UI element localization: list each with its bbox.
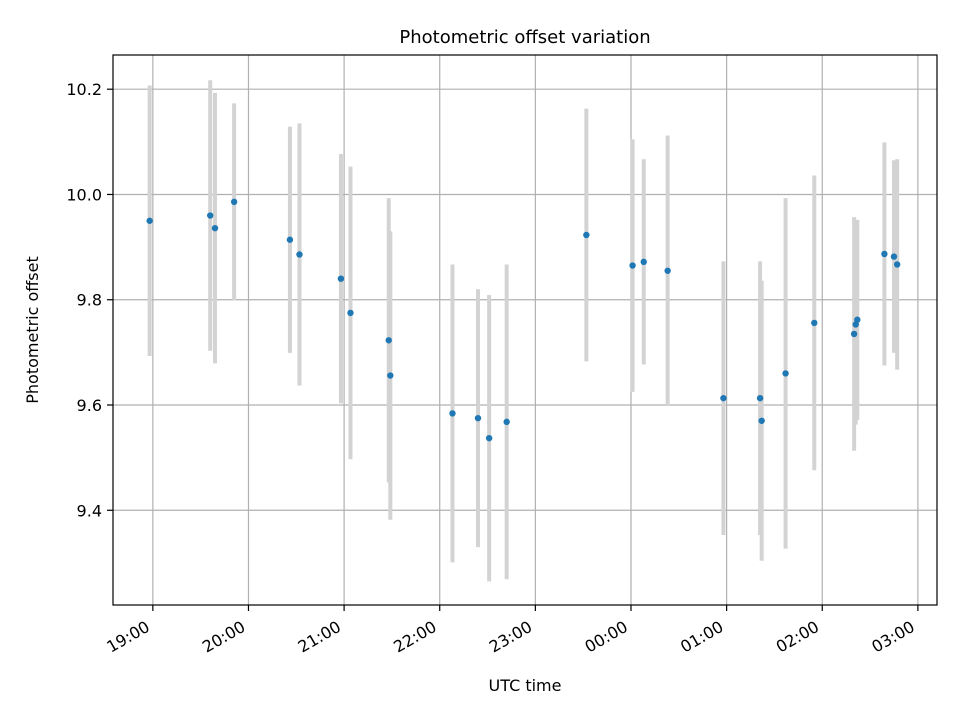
chart-title: Photometric offset variation xyxy=(399,27,650,48)
data-point xyxy=(146,217,153,224)
data-point xyxy=(503,418,510,426)
errorbar-layer xyxy=(147,80,900,582)
data-point xyxy=(474,414,482,422)
data-point xyxy=(720,394,727,402)
data-point xyxy=(230,198,238,206)
data-point xyxy=(583,231,590,239)
data-point xyxy=(756,394,764,402)
data-point xyxy=(485,434,493,442)
data-point xyxy=(782,370,789,377)
data-point xyxy=(385,337,392,344)
axis-layer: 19:00 20:00 21:00 22:00 23:00 00:00 01:00 02:00… xyxy=(66,80,919,657)
data-point xyxy=(207,212,214,219)
x-tick-label: 02:00 xyxy=(773,617,822,657)
y-axis-label: Photometric offset xyxy=(23,256,42,404)
data-point xyxy=(758,417,765,424)
x-tick-label: 21:00 xyxy=(295,617,344,657)
x-axis-label: UTC time xyxy=(489,676,562,695)
y-tick-label: 9.8 xyxy=(77,291,102,310)
y-tick-label: 9.6 xyxy=(77,396,102,415)
data-point xyxy=(629,262,636,269)
x-tick-label: 23:00 xyxy=(486,617,535,657)
data-point xyxy=(211,224,219,232)
data-point xyxy=(286,236,294,243)
data-point xyxy=(893,261,901,268)
data-point xyxy=(296,251,303,258)
x-tick-label: 01:00 xyxy=(677,617,726,657)
data-point xyxy=(347,309,354,317)
data-point xyxy=(850,330,858,338)
data-point xyxy=(664,267,671,274)
x-tick-label: 20:00 xyxy=(199,617,248,657)
x-tick-label: 00:00 xyxy=(582,617,631,657)
x-tick-label: 03:00 xyxy=(868,617,917,657)
y-tick-label: 9.4 xyxy=(77,501,102,520)
y-tick-label: 10.2 xyxy=(66,80,102,99)
data-point xyxy=(449,410,456,417)
data-point xyxy=(890,253,898,260)
data-point xyxy=(811,319,818,327)
y-tick-label: 10.0 xyxy=(66,185,102,204)
point-layer xyxy=(146,198,901,442)
x-tick-label: 22:00 xyxy=(390,617,439,657)
x-tick-label: 19:00 xyxy=(103,617,152,657)
data-point xyxy=(387,372,394,379)
data-point xyxy=(640,258,647,266)
plot-frame xyxy=(112,54,938,606)
data-point xyxy=(854,316,861,323)
data-point xyxy=(881,250,888,258)
data-point xyxy=(337,275,345,282)
